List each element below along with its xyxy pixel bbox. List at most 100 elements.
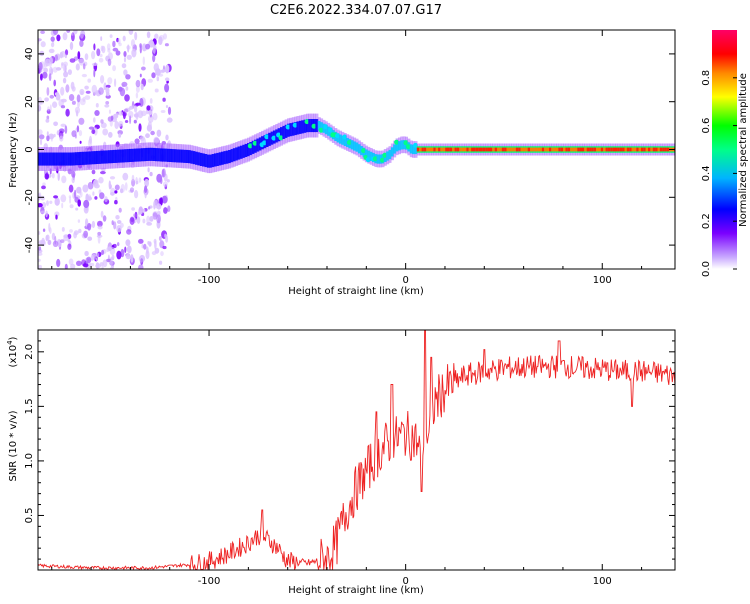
noise-speckle <box>53 79 56 87</box>
noise-speckle <box>65 108 70 117</box>
noise-speckle <box>145 250 150 260</box>
noise-speckle <box>57 172 60 181</box>
noise-speckle <box>139 97 144 107</box>
noise-speckle <box>83 230 88 238</box>
noise-speckle <box>115 215 120 220</box>
noise-speckle <box>98 87 104 95</box>
ridge-core <box>46 152 50 166</box>
ridge-peak <box>655 147 659 152</box>
noise-speckle <box>61 175 67 184</box>
noise-speckle <box>68 258 74 266</box>
noise-speckle <box>97 234 101 244</box>
noise-speckle <box>82 63 86 70</box>
ridge-peak <box>652 147 656 152</box>
ridge-peak <box>645 147 649 152</box>
ridge-core <box>339 134 342 144</box>
noise-speckle <box>66 30 71 33</box>
noise-speckle <box>47 239 52 246</box>
snr-ytick-label: 1.0 <box>24 453 35 469</box>
snr-ytick-label: 2.0 <box>24 344 35 360</box>
snr-frame <box>37 329 676 571</box>
noise-speckle <box>67 233 72 240</box>
snr-ytick-label: 1.5 <box>24 398 35 414</box>
ridge-peak <box>541 147 545 152</box>
noise-speckle <box>55 214 58 220</box>
noise-speckle <box>52 30 59 35</box>
noise-speckle <box>138 255 144 263</box>
ridge-core <box>183 149 187 163</box>
noise-speckle <box>140 110 147 117</box>
noise-speckle <box>167 205 171 212</box>
noise-speckle <box>68 195 72 199</box>
ridge-core <box>96 150 99 164</box>
noise-speckle <box>97 225 103 230</box>
colorbar-tick-label: 0.4 <box>701 165 712 181</box>
noise-speckle <box>115 50 121 56</box>
noise-speckle <box>55 93 61 101</box>
noise-speckle <box>82 96 86 102</box>
noise-speckle <box>152 112 158 121</box>
ridge-blob <box>264 134 270 140</box>
noise-speckle <box>140 83 144 91</box>
ridge-core <box>353 141 357 151</box>
ridge-core <box>44 152 48 166</box>
noise-speckle <box>152 45 156 54</box>
ridge-blob <box>285 124 291 130</box>
ridge-peak <box>416 147 420 152</box>
ridge-core <box>232 148 236 162</box>
ridge-peak <box>636 147 640 152</box>
noise-speckle <box>108 180 112 190</box>
ridge-core <box>107 150 111 164</box>
noise-speckle <box>144 191 147 199</box>
noise-speckle <box>109 176 116 180</box>
ridge-core <box>235 147 239 161</box>
noise-speckle <box>42 182 46 187</box>
noise-speckle <box>125 254 131 260</box>
ridge-core <box>284 124 288 138</box>
ridge-core <box>185 149 189 163</box>
noise-speckle <box>117 242 120 247</box>
ridge-core <box>268 132 272 146</box>
noise-speckle <box>39 138 43 146</box>
ridge-peak <box>619 147 623 152</box>
ridge-peak <box>433 147 437 152</box>
noise-speckle <box>50 36 55 42</box>
noise-speckle <box>49 227 52 234</box>
noise-speckle <box>114 200 118 205</box>
noise-speckle <box>38 129 43 135</box>
noise-speckle <box>46 115 50 120</box>
noise-speckle <box>162 245 167 250</box>
noise-speckle <box>67 239 71 242</box>
noise-speckle <box>64 54 67 59</box>
ridge-peak <box>485 147 489 152</box>
noise-speckle <box>118 207 122 213</box>
noise-speckle <box>71 32 74 36</box>
ridge-core <box>58 152 62 166</box>
ridge-peak <box>518 147 522 152</box>
ridge-blob <box>292 122 298 128</box>
noise-speckle <box>166 117 173 123</box>
ridge-core <box>209 154 213 168</box>
ridge-peak <box>650 147 654 152</box>
ridge-peak <box>664 147 668 152</box>
noise-speckle <box>59 135 64 142</box>
ridge-peak <box>659 147 663 152</box>
ridge-peak <box>442 147 446 152</box>
ridge-core <box>199 152 203 166</box>
spectrogram-ridge <box>38 113 675 174</box>
noise-speckle <box>48 48 55 54</box>
noise-speckle <box>164 77 170 82</box>
ridge-peak <box>508 147 512 152</box>
noise-speckle <box>105 84 111 88</box>
ridge-peak <box>567 147 571 152</box>
noise-speckle <box>60 105 66 109</box>
noise-speckle <box>95 263 102 269</box>
noise-speckle <box>105 258 112 263</box>
ridge-core <box>129 148 132 162</box>
ridge-peak <box>600 147 604 152</box>
noise-speckle <box>44 173 50 180</box>
ridge-core <box>159 148 163 162</box>
noise-speckle <box>153 200 156 210</box>
noise-speckle <box>46 135 50 142</box>
noise-speckle <box>63 63 67 73</box>
